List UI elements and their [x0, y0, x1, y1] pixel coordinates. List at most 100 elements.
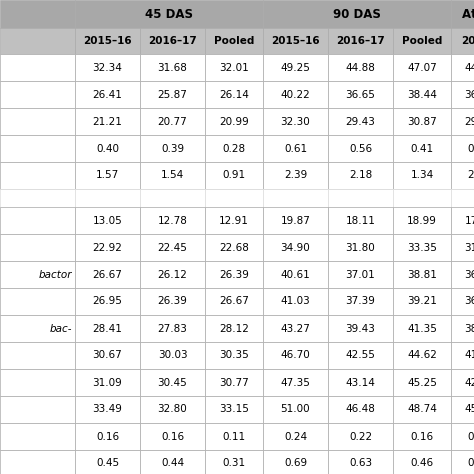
Text: 37.39: 37.39 — [346, 297, 375, 307]
Bar — [451, 423, 474, 450]
Bar — [451, 450, 474, 474]
Bar — [0, 0, 75, 28]
Text: 31.3: 31.3 — [465, 243, 474, 253]
Text: 44.88: 44.88 — [346, 63, 375, 73]
Text: 30.45: 30.45 — [158, 377, 187, 388]
Bar — [393, 54, 451, 81]
Bar — [75, 108, 140, 135]
Text: 2015: 2015 — [462, 36, 474, 46]
Text: 0.61: 0.61 — [284, 144, 307, 154]
Bar — [205, 108, 263, 135]
Text: 26.12: 26.12 — [157, 270, 187, 280]
Text: 48.74: 48.74 — [407, 404, 437, 414]
Text: 39.21: 39.21 — [407, 297, 437, 307]
Text: 36.5: 36.5 — [465, 270, 474, 280]
Text: 22.92: 22.92 — [92, 243, 122, 253]
Bar — [263, 0, 451, 28]
Text: 49.25: 49.25 — [281, 63, 310, 73]
Bar — [75, 207, 140, 234]
Bar — [328, 315, 393, 342]
Bar — [263, 54, 328, 81]
Bar — [263, 162, 328, 189]
Bar — [393, 261, 451, 288]
Text: 0.44: 0.44 — [161, 458, 184, 468]
Bar — [75, 0, 263, 28]
Text: 41.9: 41.9 — [465, 350, 474, 361]
Bar — [393, 135, 451, 162]
Bar — [75, 54, 140, 81]
Bar — [263, 315, 328, 342]
Text: 42.5: 42.5 — [465, 377, 474, 388]
Bar — [263, 342, 328, 369]
Bar — [75, 396, 140, 423]
Bar — [263, 450, 328, 474]
Text: 20.99: 20.99 — [219, 117, 249, 127]
Text: 41.03: 41.03 — [281, 297, 310, 307]
Text: 2015–16: 2015–16 — [271, 36, 320, 46]
Text: 31.80: 31.80 — [346, 243, 375, 253]
Bar — [0, 450, 75, 474]
Bar — [140, 342, 205, 369]
Text: 0.46: 0.46 — [410, 458, 434, 468]
Bar — [393, 423, 451, 450]
Bar — [451, 189, 474, 207]
Bar — [205, 423, 263, 450]
Bar — [140, 315, 205, 342]
Bar — [0, 54, 75, 81]
Bar — [0, 207, 75, 234]
Bar — [75, 288, 140, 315]
Bar — [75, 81, 140, 108]
Text: 40.61: 40.61 — [281, 270, 310, 280]
Text: 0.2: 0.2 — [468, 431, 474, 441]
Bar — [140, 369, 205, 396]
Text: 0.11: 0.11 — [222, 431, 246, 441]
Bar — [263, 28, 328, 54]
Text: bactor: bactor — [38, 270, 72, 280]
Bar — [328, 28, 393, 54]
Text: 1.54: 1.54 — [161, 171, 184, 181]
Bar — [75, 135, 140, 162]
Bar — [451, 0, 474, 28]
Bar — [205, 261, 263, 288]
Bar — [451, 288, 474, 315]
Text: 0.16: 0.16 — [410, 431, 434, 441]
Bar — [75, 342, 140, 369]
Bar — [75, 369, 140, 396]
Text: 31.09: 31.09 — [92, 377, 122, 388]
Bar — [140, 162, 205, 189]
Text: 36.65: 36.65 — [346, 90, 375, 100]
Bar — [0, 162, 75, 189]
Text: 32.34: 32.34 — [92, 63, 122, 73]
Bar — [328, 54, 393, 81]
Text: 45.8: 45.8 — [465, 404, 474, 414]
Bar — [328, 288, 393, 315]
Text: Pooled: Pooled — [402, 36, 442, 46]
Text: 26.14: 26.14 — [219, 90, 249, 100]
Text: 26.67: 26.67 — [92, 270, 122, 280]
Bar — [328, 261, 393, 288]
Bar — [393, 288, 451, 315]
Text: 43.27: 43.27 — [281, 323, 310, 334]
Bar — [0, 234, 75, 261]
Text: 13.05: 13.05 — [92, 216, 122, 226]
Bar — [451, 315, 474, 342]
Text: 22.45: 22.45 — [157, 243, 187, 253]
Bar — [0, 342, 75, 369]
Text: 0.5: 0.5 — [468, 144, 474, 154]
Bar — [205, 369, 263, 396]
Bar — [205, 315, 263, 342]
Text: 0.41: 0.41 — [410, 144, 434, 154]
Bar — [393, 108, 451, 135]
Text: 0.22: 0.22 — [349, 431, 372, 441]
Bar — [263, 135, 328, 162]
Bar — [451, 342, 474, 369]
Text: 29.0: 29.0 — [465, 117, 474, 127]
Bar — [263, 288, 328, 315]
Bar — [0, 135, 75, 162]
Text: 27.83: 27.83 — [157, 323, 187, 334]
Bar — [451, 81, 474, 108]
Bar — [140, 423, 205, 450]
Text: 47.35: 47.35 — [281, 377, 310, 388]
Bar — [205, 234, 263, 261]
Text: 33.49: 33.49 — [92, 404, 122, 414]
